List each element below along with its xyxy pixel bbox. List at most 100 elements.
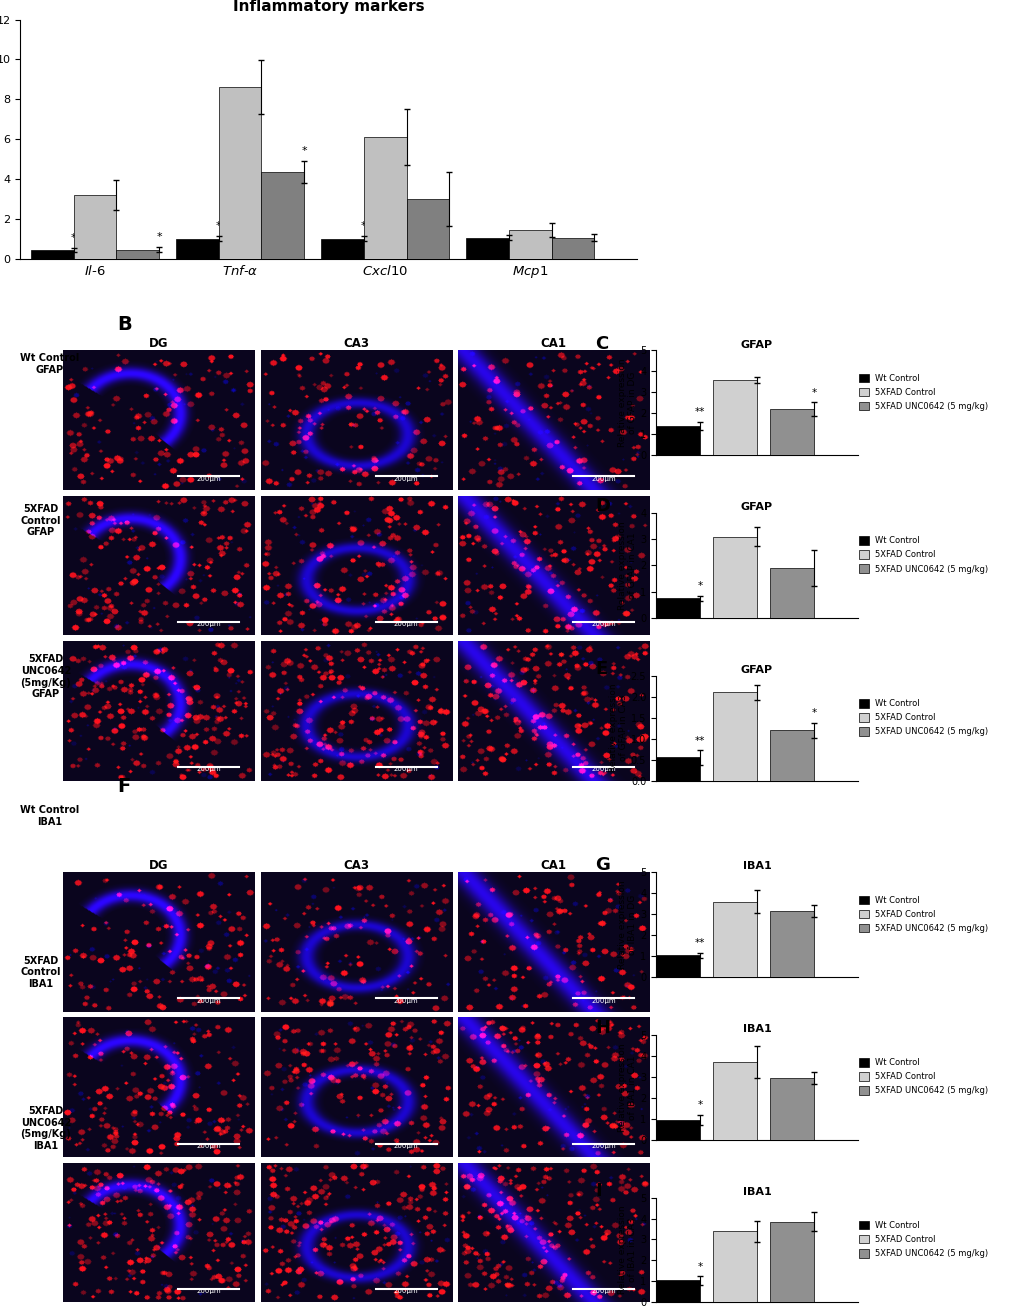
Title: DG: DG — [149, 859, 168, 872]
Bar — [73, 195, 116, 259]
Text: 200μm: 200μm — [197, 1288, 221, 1295]
Y-axis label: Relative expression
of IBA1 in CA3: Relative expression of IBA1 in CA3 — [618, 1206, 637, 1295]
Text: 5XFAD
UNC0642
(5mg/Kg)
IBA1: 5XFAD UNC0642 (5mg/Kg) IBA1 — [20, 1106, 71, 1151]
Bar — [261, 171, 304, 259]
Text: 200μm: 200μm — [591, 1288, 615, 1295]
Text: **: ** — [694, 939, 704, 949]
Legend: Wt Control, 5XFAD Control, 5XFAD UNC0642 (5 mg/kg): Wt Control, 5XFAD Control, 5XFAD UNC0642… — [854, 1055, 990, 1098]
Title: DG: DG — [149, 338, 168, 351]
Bar — [407, 199, 448, 259]
Legend: Wt Control, 5XFAD Control, 5XFAD UNC0642 (5 mg/kg): Wt Control, 5XFAD Control, 5XFAD UNC0642… — [854, 893, 990, 936]
Y-axis label: Relative expression
of GFAP in CA3: Relative expression of GFAP in CA3 — [608, 683, 628, 772]
Bar — [769, 1077, 813, 1140]
Bar — [655, 1280, 699, 1302]
Text: **: ** — [694, 736, 704, 746]
Legend: Wt Control, 5XFAD Control, 5XFAD UNC0642 (5 mg/kg): Wt Control, 5XFAD Control, 5XFAD UNC0642… — [854, 533, 990, 577]
Legend: Wt Control, 5XFAD Control, 5XFAD UNC0642 (5 mg/kg): Wt Control, 5XFAD Control, 5XFAD UNC0642… — [854, 695, 990, 740]
Y-axis label: Relative expression
of GFAP in CA1: Relative expression of GFAP in CA1 — [618, 521, 637, 610]
Text: **: ** — [694, 407, 704, 418]
Text: 200μm: 200μm — [197, 475, 221, 482]
Text: *: * — [361, 221, 366, 232]
Text: I: I — [595, 1182, 601, 1200]
Text: 5XFAD
Control
IBA1: 5XFAD Control IBA1 — [20, 956, 61, 988]
Text: *: * — [697, 1101, 702, 1110]
Text: *: * — [301, 147, 307, 156]
Text: 200μm: 200μm — [197, 620, 221, 627]
Text: 200μm: 200μm — [197, 997, 221, 1004]
Title: IBA1: IBA1 — [742, 1187, 770, 1196]
Text: 200μm: 200μm — [393, 766, 418, 772]
Title: CA1: CA1 — [540, 338, 567, 351]
Y-axis label: Relative expression
of IBA1 in CA1: Relative expression of IBA1 in CA1 — [618, 1043, 637, 1132]
Text: *: * — [156, 232, 162, 242]
Title: CA3: CA3 — [343, 859, 369, 872]
Title: GFAP: GFAP — [740, 503, 772, 512]
Bar — [655, 1121, 699, 1140]
Text: 200μm: 200μm — [393, 1143, 418, 1149]
Text: *: * — [71, 233, 76, 242]
Bar — [655, 425, 699, 456]
Bar — [769, 911, 813, 977]
Text: 200μm: 200μm — [393, 620, 418, 627]
Text: H: H — [595, 1020, 609, 1037]
Bar — [712, 902, 756, 977]
Bar — [769, 410, 813, 456]
Text: Wt Control
IBA1: Wt Control IBA1 — [20, 805, 79, 827]
Text: *: * — [697, 581, 702, 592]
Text: C: C — [595, 335, 608, 352]
Text: 200μm: 200μm — [197, 1143, 221, 1149]
Bar — [712, 380, 756, 456]
Bar — [31, 250, 73, 259]
Text: D: D — [595, 497, 609, 516]
Title: GFAP: GFAP — [740, 665, 772, 675]
Title: Inflammatory markers: Inflammatory markers — [232, 0, 424, 14]
Text: 200μm: 200μm — [591, 766, 615, 772]
Bar — [655, 758, 699, 780]
Text: G: G — [595, 856, 609, 874]
Text: Wt Control
GFAP: Wt Control GFAP — [20, 353, 79, 376]
Bar — [321, 238, 364, 259]
Text: *: * — [216, 221, 221, 232]
Text: 5XFAD
Control
GFAP: 5XFAD Control GFAP — [20, 504, 61, 537]
Text: 200μm: 200μm — [591, 620, 615, 627]
Bar — [219, 88, 261, 259]
Bar — [769, 1221, 813, 1302]
Bar — [551, 238, 594, 259]
Text: 5XFAD
UNC0642
(5mg/Kg)
GFAP: 5XFAD UNC0642 (5mg/Kg) GFAP — [20, 654, 71, 699]
Bar — [466, 238, 508, 259]
Bar — [712, 1062, 756, 1140]
Title: IBA1: IBA1 — [742, 861, 770, 872]
Bar — [712, 537, 756, 618]
Legend: Wt Control, 5XFAD Control, 5XFAD UNC0642 (5mg/Kg): Wt Control, 5XFAD Control, 5XFAD UNC0642… — [606, 81, 814, 174]
Bar — [508, 230, 551, 259]
Legend: Wt Control, 5XFAD Control, 5XFAD UNC0642 (5 mg/kg): Wt Control, 5XFAD Control, 5XFAD UNC0642… — [854, 1217, 990, 1262]
Text: 200μm: 200μm — [393, 475, 418, 482]
Y-axis label: Relative expression
of IBA1 in DG: Relative expression of IBA1 in DG — [618, 881, 637, 969]
Bar — [176, 238, 219, 259]
Bar — [769, 730, 813, 780]
Bar — [655, 598, 699, 618]
Bar — [712, 1230, 756, 1302]
Text: *: * — [811, 708, 816, 719]
Text: 200μm: 200μm — [591, 1143, 615, 1149]
Title: IBA1: IBA1 — [742, 1024, 770, 1034]
Text: *: * — [811, 387, 816, 398]
Bar — [364, 137, 407, 259]
Text: *: * — [697, 1262, 702, 1272]
Bar — [712, 692, 756, 780]
Text: 200μm: 200μm — [591, 475, 615, 482]
Legend: Wt Control, 5XFAD Control, 5XFAD UNC0642 (5 mg/kg): Wt Control, 5XFAD Control, 5XFAD UNC0642… — [854, 370, 990, 414]
Text: F: F — [117, 778, 130, 796]
Text: E: E — [595, 660, 607, 678]
Text: 200μm: 200μm — [393, 1288, 418, 1295]
Text: B: B — [117, 315, 131, 334]
Text: 200μm: 200μm — [591, 997, 615, 1004]
Title: CA1: CA1 — [540, 859, 567, 872]
Bar — [769, 568, 813, 618]
Text: 200μm: 200μm — [197, 766, 221, 772]
Text: 200μm: 200μm — [393, 997, 418, 1004]
Bar — [655, 956, 699, 977]
Title: CA3: CA3 — [343, 338, 369, 351]
Title: GFAP: GFAP — [740, 339, 772, 350]
Bar — [116, 250, 159, 259]
